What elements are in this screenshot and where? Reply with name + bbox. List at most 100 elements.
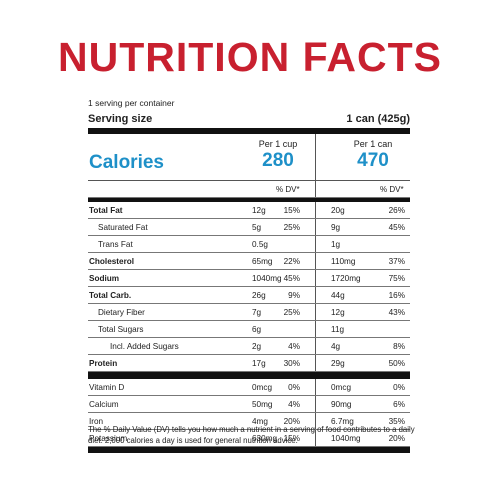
- dv-per-can: 8%: [393, 342, 405, 351]
- nutrient-name: Total Carb.: [89, 291, 132, 300]
- column-divider: [315, 338, 316, 354]
- amount-per-can: 110mg: [331, 257, 356, 266]
- dv-per-cup: 15%: [283, 206, 300, 215]
- amount-per-can: 44g: [331, 291, 345, 300]
- amount-per-cup: 65mg: [252, 257, 273, 266]
- serving-size-row: Serving size 1 can (425g): [88, 110, 410, 128]
- column-divider: [315, 304, 316, 320]
- vitamins-table: Vitamin D 0mcg 0% 0mcg 0% Calcium 50mg 4% 90mg 6%…: [88, 379, 410, 447]
- serving-size-value: 1 can (425g): [346, 113, 410, 125]
- dv-per-cup: 4%: [288, 400, 300, 409]
- dv-header-row: % DV* % DV*: [88, 181, 410, 198]
- dv-header-can: % DV*: [380, 185, 404, 194]
- nutrition-panel: 1 serving per container Serving size 1 c…: [88, 96, 410, 453]
- amount-per-cup: 0mcg: [252, 383, 273, 392]
- nutrient-name: Protein: [89, 359, 118, 368]
- amount-per-can: 20g: [331, 206, 345, 215]
- col2-header: Per 1 can: [353, 139, 393, 149]
- dv-per-cup: 45%: [283, 274, 300, 283]
- nutrient-row: Saturated Fat 5g 25% 9g 45%: [88, 219, 410, 236]
- amount-per-cup: 6g: [252, 325, 262, 334]
- amount-per-cup: 12g: [252, 206, 266, 215]
- amount-per-cup: 630mg: [252, 434, 278, 443]
- nutrient-row: Calcium 50mg 4% 90mg 6%: [88, 396, 410, 413]
- column-divider: [315, 134, 316, 180]
- amount-per-cup: 4mg: [252, 417, 268, 426]
- amount-per-can: 1g: [331, 240, 341, 249]
- nutrient-name: Incl. Added Sugars: [110, 342, 179, 351]
- nutrient-name: Saturated Fat: [98, 223, 148, 232]
- nutrient-row: Iron 4mg 20% 6.7mg 35%: [88, 413, 410, 430]
- nutrient-row: Vitamin D 0mcg 0% 0mcg 0%: [88, 379, 410, 396]
- servings-per-container: 1 serving per container: [88, 98, 175, 108]
- nutrient-name: Cholesterol: [89, 257, 135, 266]
- amount-per-cup: 5g: [252, 223, 262, 232]
- nutrient-row: Sodium 1040mg 45% 1720mg 75%: [88, 270, 410, 287]
- dv-per-cup: 25%: [283, 308, 300, 317]
- dv-per-can: 75%: [388, 274, 405, 283]
- nutrient-name: Dietary Fiber: [98, 308, 145, 317]
- column-divider: [315, 253, 316, 269]
- amount-per-can: 12g: [331, 308, 345, 317]
- dv-per-can: 43%: [388, 308, 405, 317]
- dv-per-cup: 30%: [283, 359, 300, 368]
- calories-per-cup: 280: [262, 150, 294, 171]
- amount-per-cup: 0.5g: [252, 240, 268, 249]
- nutrient-row: Total Sugars 6g 11g: [88, 321, 410, 338]
- nutrient-row: Potassium 630mg 15% 1040mg 20%: [88, 430, 410, 447]
- nutrient-name: Trans Fat: [98, 240, 133, 249]
- column-divider: [315, 202, 316, 218]
- nutrient-name: Vitamin D: [89, 383, 125, 392]
- nutrients-table: Total Fat 12g 15% 20g 26% Saturated Fat 5g 25% 9…: [88, 202, 410, 372]
- dv-per-cup: 20%: [283, 417, 300, 426]
- amount-per-can: 9g: [331, 223, 341, 232]
- nutrient-name: Calcium: [89, 400, 119, 409]
- column-divider: [315, 396, 316, 412]
- thin-divider: [88, 180, 410, 181]
- thick-divider: [88, 198, 410, 202]
- nutrient-row: Protein 17g 30% 29g 50%: [88, 355, 410, 372]
- dv-per-cup: 0%: [288, 383, 300, 392]
- serving-size-label: Serving size: [88, 113, 153, 125]
- thick-divider: [88, 447, 410, 453]
- amount-per-cup: 2g: [252, 342, 262, 351]
- column-divider: [315, 379, 316, 395]
- amount-per-can: 1720mg: [331, 274, 361, 283]
- column-divider: [315, 181, 316, 197]
- amount-per-can: 4g: [331, 342, 341, 351]
- column-divider: [315, 413, 316, 429]
- amount-per-cup: 50mg: [252, 400, 273, 409]
- column-divider: [315, 355, 316, 371]
- thick-divider: [88, 128, 410, 134]
- nutrient-row: Incl. Added Sugars 2g 4% 4g 8%: [88, 338, 410, 355]
- column-divider: [315, 219, 316, 235]
- column-divider: [315, 287, 316, 303]
- amount-per-can: 6.7mg: [331, 417, 354, 426]
- calories-label: Calories: [89, 152, 164, 173]
- nutrition-facts-title: NUTRITION FACTS: [58, 34, 442, 80]
- amount-per-cup: 17g: [252, 359, 266, 368]
- amount-per-can: 1040mg: [331, 434, 361, 443]
- amount-per-cup: 7g: [252, 308, 262, 317]
- column-divider: [315, 270, 316, 286]
- nutrient-row: Total Carb. 26g 9% 44g 16%: [88, 287, 410, 304]
- daily-value-footnote: The % Daily Value (DV) tells you how muc…: [88, 425, 415, 445]
- nutrient-name: Total Fat: [89, 206, 123, 215]
- dv-per-can: 0%: [393, 383, 405, 392]
- col1-header: Per 1 cup: [258, 139, 298, 149]
- calories-per-can: 470: [357, 150, 389, 171]
- nutrient-row: Dietary Fiber 7g 25% 12g 43%: [88, 304, 410, 321]
- amount-per-can: 90mg: [331, 400, 352, 409]
- dv-per-cup: 15%: [283, 434, 300, 443]
- nutrient-row: Cholesterol 65mg 22% 110mg 37%: [88, 253, 410, 270]
- dv-per-can: 35%: [388, 417, 405, 426]
- dv-per-cup: 9%: [288, 291, 300, 300]
- column-divider: [315, 236, 316, 252]
- dv-per-can: 45%: [388, 223, 405, 232]
- nutrient-name: Potassium: [89, 434, 128, 443]
- dv-per-can: 16%: [388, 291, 405, 300]
- dv-per-cup: 25%: [283, 223, 300, 232]
- dv-per-can: 37%: [388, 257, 405, 266]
- amount-per-cup: 1040mg: [252, 274, 282, 283]
- nutrient-name: Sodium: [89, 274, 120, 283]
